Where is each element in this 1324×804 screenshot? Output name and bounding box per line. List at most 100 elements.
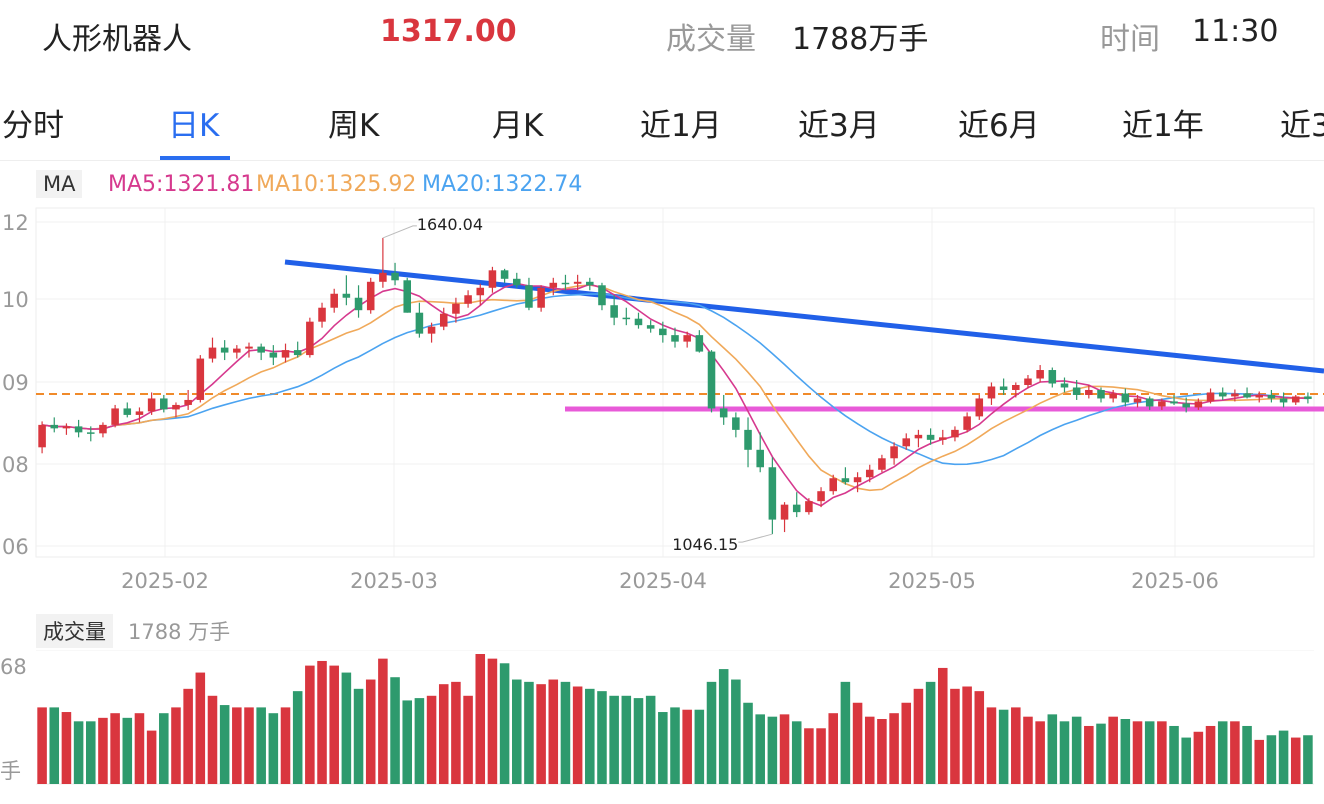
candle — [841, 467, 850, 485]
candle-body — [805, 501, 813, 513]
candle — [792, 492, 801, 518]
candle — [281, 343, 290, 363]
candle — [938, 429, 947, 445]
candle — [160, 394, 168, 413]
candle-body — [184, 399, 192, 405]
candle-body — [208, 347, 217, 359]
candle-body — [1194, 401, 1203, 408]
volume-bar — [451, 681, 461, 784]
candle — [1121, 388, 1130, 407]
candle-body — [646, 325, 655, 329]
candle — [196, 355, 205, 403]
candle — [975, 394, 984, 420]
volume-bar — [828, 713, 839, 784]
volume-bar — [755, 714, 765, 784]
volume-bar — [146, 730, 157, 784]
volume-bar — [499, 663, 510, 784]
candle — [1024, 375, 1032, 389]
candle — [805, 498, 813, 515]
tab-intraday[interactable]: 分时 — [2, 108, 64, 144]
candle — [269, 345, 278, 366]
ma5-legend: MA5:1321.81 — [108, 172, 255, 197]
tab-3-months[interactable]: 近3月 — [798, 108, 880, 144]
candle-body — [1304, 396, 1312, 399]
volume-bar — [268, 713, 279, 784]
candle — [659, 321, 667, 343]
volume-bar — [1108, 716, 1118, 784]
volume-bar — [524, 681, 534, 784]
candle — [476, 283, 485, 306]
candle — [902, 433, 911, 450]
candle-body — [135, 411, 144, 415]
volume-bar — [1035, 721, 1045, 784]
candle — [86, 426, 95, 442]
candle-body — [123, 408, 132, 415]
candle-body — [439, 313, 448, 327]
volume-bar — [1096, 723, 1106, 784]
candle — [403, 277, 412, 313]
candle-body — [160, 398, 168, 410]
candle-body — [926, 434, 935, 440]
candle — [999, 378, 1008, 395]
candle-body — [1158, 401, 1166, 407]
tab-1-month[interactable]: 近1月 — [640, 108, 722, 144]
candle-body — [500, 270, 509, 279]
tab-daily-k[interactable]: 日K — [168, 108, 220, 144]
volume-label: 成交量 — [666, 22, 756, 57]
candle-body — [86, 432, 95, 434]
candlestick-chart[interactable]: 12 10 09 08 06 2025-02 2025-03 2025-04 2025-05 20… — [0, 200, 1324, 610]
period-tabs: 分时 日K 周K 月K 近1月 近3月 近6月 近1年 近3 — [0, 88, 1324, 161]
y-tick-label: 09 — [2, 371, 29, 395]
volume-bar — [1023, 716, 1033, 784]
tab-6-months[interactable]: 近6月 — [958, 108, 1040, 144]
candle-body — [817, 491, 825, 502]
candle-body — [1085, 389, 1093, 395]
volume-y-unit: 手 — [0, 759, 21, 783]
candle — [111, 404, 119, 428]
tab-1-year[interactable]: 近1年 — [1122, 108, 1204, 144]
ma20-line — [41, 293, 1308, 466]
volume-chart[interactable]: 68 手 — [0, 650, 1324, 800]
volume-bar — [840, 681, 851, 784]
candle-body — [744, 429, 752, 450]
candle-body — [1145, 398, 1154, 407]
low-annotation: 1046.15 — [672, 535, 738, 554]
volume-bar — [1144, 721, 1155, 784]
candle — [354, 285, 363, 318]
volume-legend-tag: 成交量 — [36, 614, 113, 648]
candle-body — [598, 285, 606, 306]
candle — [293, 341, 302, 358]
candle-body — [233, 348, 241, 353]
volume-bar — [292, 691, 303, 784]
candle-body — [659, 328, 667, 336]
candle-body — [963, 416, 971, 430]
volume-bar — [1132, 721, 1143, 784]
candle — [573, 274, 582, 291]
candle — [926, 428, 935, 445]
volume-bar — [670, 707, 680, 784]
candle — [1304, 392, 1312, 404]
candle — [1012, 382, 1020, 398]
candle-body — [622, 317, 631, 320]
candle-body — [1291, 396, 1300, 403]
volume-bar — [913, 688, 924, 784]
volume-bar — [1193, 731, 1204, 784]
tab-monthly-k[interactable]: 月K — [492, 108, 544, 144]
candle — [208, 337, 217, 363]
candle-body — [62, 426, 71, 429]
candle — [817, 487, 825, 508]
candle-body — [74, 426, 83, 433]
volume-bar — [572, 686, 583, 784]
volume-bar — [353, 688, 364, 784]
candle — [500, 268, 509, 283]
candle — [379, 237, 387, 288]
tab-weekly-k[interactable]: 周K — [328, 108, 380, 144]
tab-3-years[interactable]: 近3 — [1280, 108, 1324, 144]
volume-bar — [1071, 716, 1082, 784]
volume-bar — [511, 679, 522, 784]
volume-bar — [122, 717, 133, 784]
candle — [50, 417, 59, 433]
candle — [330, 288, 338, 313]
candle — [622, 307, 631, 326]
candle-body — [1097, 389, 1105, 399]
